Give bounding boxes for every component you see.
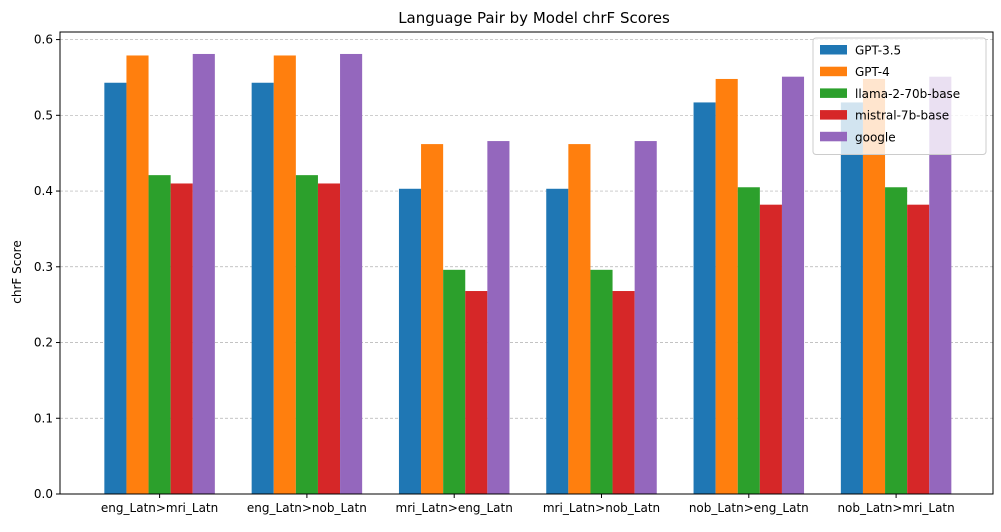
bar: [148, 175, 171, 494]
bar: [104, 82, 127, 494]
bar: [737, 187, 760, 494]
legend-swatch: [820, 88, 847, 98]
y-tick-label: 0.0: [34, 487, 53, 501]
bar: [634, 141, 657, 494]
bar: [295, 175, 318, 494]
bar: [443, 269, 466, 494]
legend-swatch: [820, 110, 847, 120]
y-tick-label: 0.2: [34, 336, 53, 350]
y-tick-label: 0.6: [34, 33, 53, 47]
bar: [715, 78, 738, 495]
y-tick-label: 0.3: [34, 260, 53, 274]
bar: [317, 183, 341, 494]
legend-label: mistral-7b-base: [855, 109, 949, 123]
bar: [885, 187, 908, 494]
y-axis: 0.0 0.1 0.2 0.3 0.4 0.5 0.6: [34, 33, 60, 501]
legend-box: [812, 37, 987, 155]
grid-layer: [60, 39, 993, 419]
x-tick-label: nob_Latn>eng_Latn: [689, 501, 809, 515]
bar: [840, 102, 863, 494]
bar: [192, 53, 215, 495]
bar: [759, 204, 782, 495]
bar: [781, 76, 805, 495]
bar: [251, 82, 274, 494]
y-axis-label: chrF Score: [10, 240, 24, 303]
x-tick-label: eng_Latn>nob_Latn: [247, 501, 367, 515]
legend-swatch: [820, 45, 847, 55]
bar: [398, 188, 422, 495]
chart-title: Language Pair by Model chrF Scores: [398, 9, 670, 27]
bar: [568, 144, 591, 494]
bar: [170, 183, 193, 494]
legend-swatch: [820, 66, 847, 77]
bar: [340, 53, 363, 495]
legend-label: google: [855, 130, 896, 144]
bar: [693, 102, 716, 494]
plot-area-frame: [59, 31, 994, 495]
bar: [907, 204, 930, 495]
bars-layer: [104, 53, 952, 495]
legend-label: GPT-4: [855, 65, 890, 79]
bar: [465, 291, 488, 494]
x-axis: eng_Latn>mri_Latn eng_Latn>nob_Latn mri_La…: [101, 494, 955, 515]
x-tick-label: mri_Latn>nob_Latn: [543, 501, 660, 515]
bar: [421, 144, 444, 494]
x-tick-label: nob_Latn>mri_Latn: [837, 501, 954, 515]
x-tick-label: eng_Latn>mri_Latn: [101, 501, 218, 515]
bar: [273, 55, 296, 494]
bar: [590, 269, 613, 494]
bar: [546, 188, 569, 495]
legend-label: llama-2-70b-base: [855, 87, 960, 101]
bar: [487, 141, 510, 494]
y-tick-label: 0.5: [34, 108, 53, 122]
legend-label: GPT-3.5: [855, 44, 901, 58]
y-tick-label: 0.4: [34, 184, 53, 198]
bar: [612, 291, 635, 494]
legend: GPT-3.5 GPT-4 llama-2-70b-base mistral-7b-b…: [812, 37, 987, 155]
y-tick-label: 0.1: [34, 411, 53, 425]
bar: [862, 78, 886, 495]
bar: [126, 55, 149, 494]
bar: [929, 76, 952, 495]
x-tick-label: mri_Latn>eng_Latn: [396, 501, 513, 515]
legend-swatch: [820, 131, 847, 142]
